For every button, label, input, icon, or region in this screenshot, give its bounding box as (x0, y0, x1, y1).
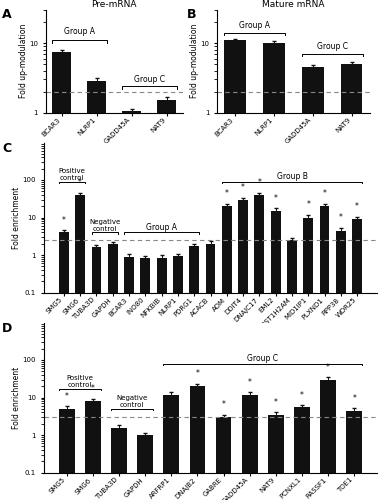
Text: *: * (195, 370, 199, 378)
Text: *: * (306, 200, 310, 209)
Text: *: * (78, 178, 82, 187)
Text: Group C: Group C (317, 42, 348, 50)
Bar (52, 52, 71, 500)
Y-axis label: Fold up-modulation: Fold up-modulation (190, 24, 199, 99)
Bar (268, 414, 284, 500)
Text: *: * (241, 183, 245, 192)
Bar (91, 248, 101, 500)
Bar (59, 232, 69, 500)
Text: *: * (339, 213, 343, 222)
Text: Positive
control: Positive control (59, 168, 85, 181)
Y-axis label: Fold up-modulation: Fold up-modulation (19, 24, 28, 99)
Bar (336, 230, 346, 500)
Text: *: * (352, 394, 356, 402)
Bar (242, 394, 258, 500)
Bar (294, 407, 310, 500)
Text: *: * (91, 384, 95, 394)
Text: Group C: Group C (247, 354, 278, 362)
Bar (222, 206, 232, 500)
Y-axis label: Fold enrichment: Fold enrichment (12, 366, 21, 428)
Bar (157, 100, 176, 500)
Bar (303, 218, 313, 500)
Bar (124, 256, 134, 500)
Text: Group A: Group A (64, 28, 95, 36)
Text: *: * (274, 194, 278, 203)
Bar (189, 246, 199, 500)
Text: *: * (248, 378, 251, 386)
Bar (190, 386, 205, 500)
Text: Group B: Group B (277, 172, 307, 181)
Bar (302, 67, 323, 500)
Bar (206, 244, 215, 500)
Text: *: * (323, 190, 327, 198)
Text: A: A (2, 8, 11, 20)
Bar (287, 240, 297, 500)
Text: Group A: Group A (146, 222, 177, 232)
Text: *: * (222, 400, 226, 409)
Text: Negative
control: Negative control (117, 395, 148, 408)
Bar (173, 256, 183, 500)
Text: *: * (300, 390, 304, 400)
Text: C: C (2, 142, 11, 156)
Bar (346, 410, 362, 500)
Bar (238, 200, 248, 500)
Text: *: * (65, 392, 69, 401)
Bar (141, 258, 150, 500)
Text: B: B (187, 8, 196, 20)
Bar (352, 219, 362, 500)
Bar (216, 417, 231, 500)
Bar (224, 40, 246, 500)
Bar (59, 409, 75, 500)
Bar (122, 111, 141, 500)
Text: Group C: Group C (134, 76, 165, 84)
Bar (87, 82, 106, 500)
Bar (271, 211, 280, 500)
Text: *: * (225, 190, 229, 198)
Y-axis label: Fold enrichment: Fold enrichment (12, 186, 21, 248)
Bar (255, 195, 264, 500)
Bar (320, 206, 330, 500)
Title: Mature mRNA: Mature mRNA (262, 0, 325, 9)
Bar (108, 244, 118, 500)
Text: *: * (258, 178, 261, 187)
Text: *: * (355, 202, 359, 211)
Bar (75, 195, 85, 500)
Text: *: * (62, 216, 66, 224)
Bar (85, 401, 101, 500)
Bar (137, 435, 153, 500)
Text: Positive
control: Positive control (66, 375, 93, 388)
Bar (263, 43, 285, 500)
Bar (111, 428, 127, 500)
Title: Pre-mRNA: Pre-mRNA (91, 0, 137, 9)
Text: Negative
control: Negative control (89, 218, 120, 232)
Bar (157, 258, 166, 500)
Text: Group A: Group A (239, 21, 270, 30)
Text: *: * (326, 362, 330, 372)
Bar (320, 380, 336, 500)
Bar (341, 64, 362, 500)
Text: D: D (2, 322, 12, 336)
Text: *: * (274, 398, 278, 407)
Bar (163, 394, 179, 500)
